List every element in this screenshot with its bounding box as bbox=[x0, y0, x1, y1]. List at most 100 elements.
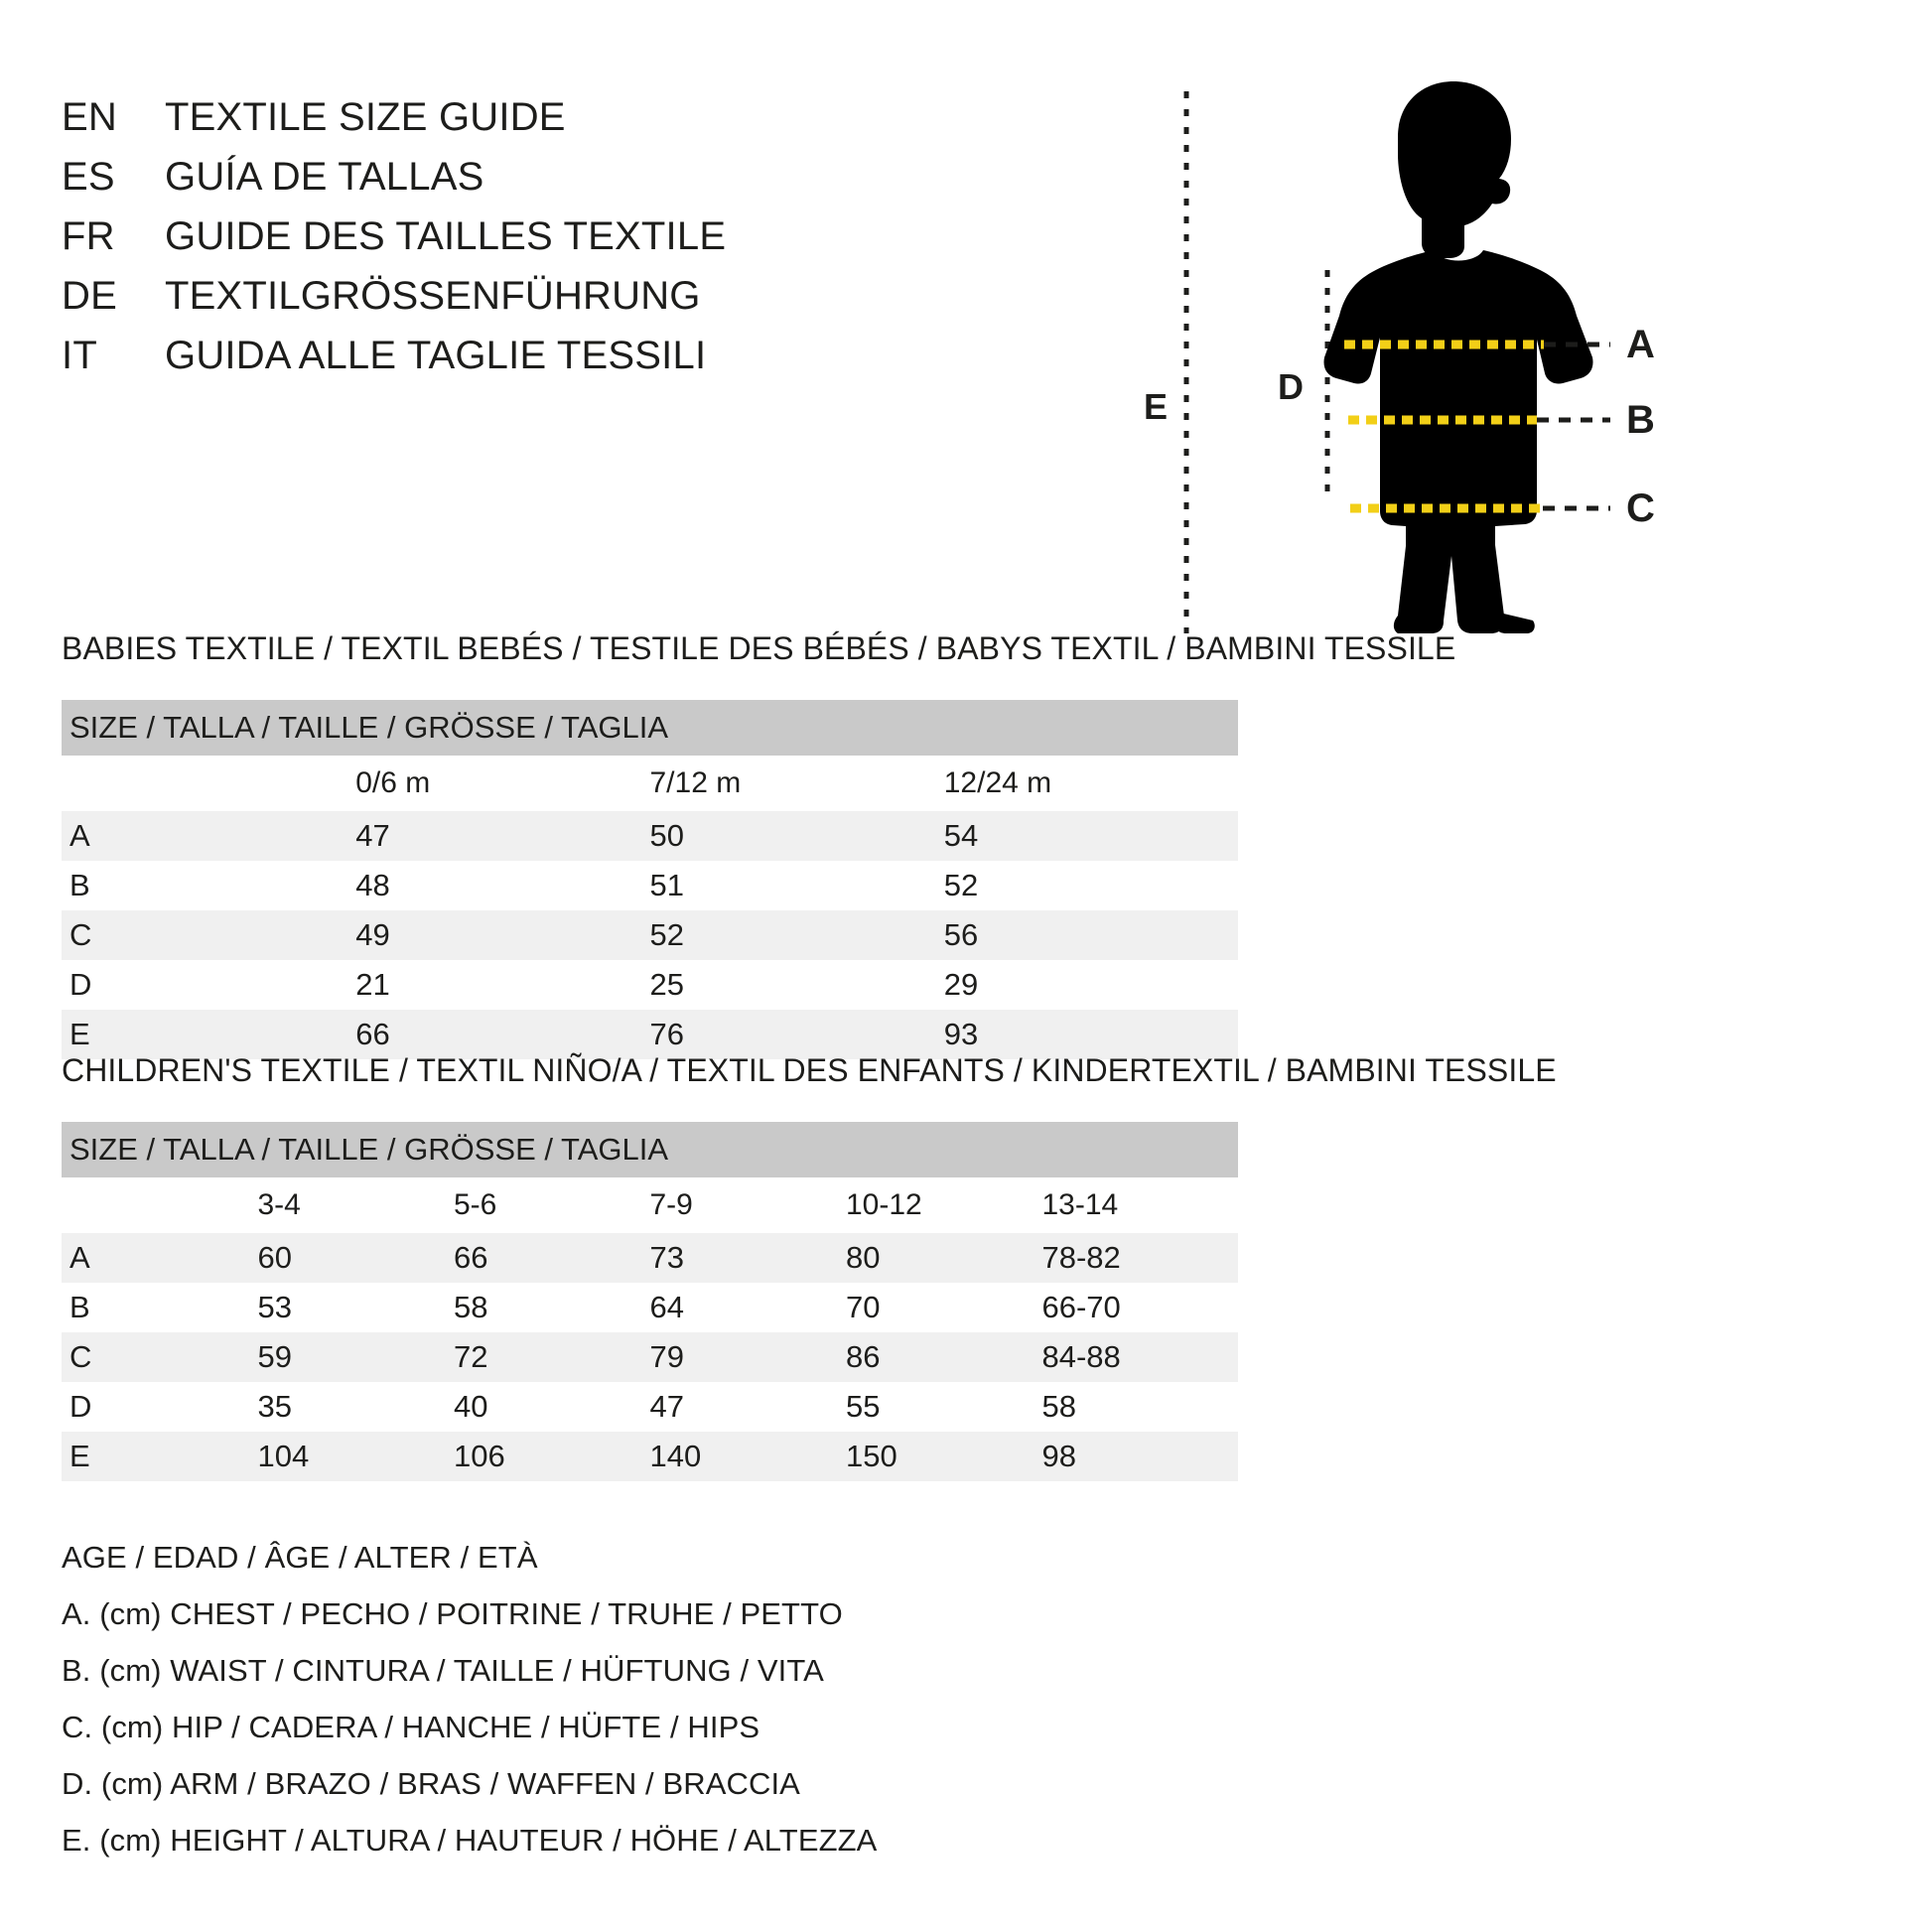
babies-size-0: 0/6 m bbox=[355, 756, 650, 811]
table-row: E 66 76 93 bbox=[62, 1010, 1238, 1059]
children-size-3: 10-12 bbox=[846, 1177, 1042, 1233]
children-size-4: 13-14 bbox=[1041, 1177, 1238, 1233]
title-row-it: IT GUIDA ALLE TAGLIE TESSILI bbox=[62, 334, 955, 393]
children-a-0: 60 bbox=[257, 1233, 454, 1283]
legend-line-e-height: E. (cm) HEIGHT / ALTURA / HAUTEUR / HÖHE… bbox=[62, 1823, 878, 1858]
children-row-label-b: B bbox=[62, 1283, 258, 1332]
babies-a-1: 50 bbox=[649, 811, 944, 861]
legend-line-age: AGE / EDAD / ÂGE / ALTER / ETÀ bbox=[62, 1540, 538, 1575]
babies-c-1: 52 bbox=[649, 910, 944, 960]
babies-c-2: 56 bbox=[943, 910, 1238, 960]
children-row-label-a: A bbox=[62, 1233, 258, 1283]
babies-a-0: 47 bbox=[355, 811, 650, 861]
table-row: B 53 58 64 70 66-70 bbox=[62, 1283, 1238, 1332]
figure-label-d: D bbox=[1278, 366, 1304, 407]
babies-row-label-e: E bbox=[62, 1010, 356, 1059]
child-silhouette-icon bbox=[1323, 81, 1593, 633]
children-row-label-d: D bbox=[62, 1382, 258, 1432]
figure-label-b: B bbox=[1626, 398, 1655, 442]
children-sizes-row: 3-4 5-6 7-9 10-12 13-14 bbox=[62, 1177, 1238, 1233]
children-e-0: 104 bbox=[257, 1432, 454, 1481]
children-band-header-label: SIZE / TALLA / TAILLE / GRÖSSE / TAGLIA bbox=[62, 1122, 1238, 1177]
title-row-en: EN TEXTILE SIZE GUIDE bbox=[62, 95, 955, 155]
legend-line-d-arm: D. (cm) ARM / BRAZO / BRAS / WAFFEN / BR… bbox=[62, 1766, 800, 1801]
children-c-3: 86 bbox=[846, 1332, 1042, 1382]
babies-a-2: 54 bbox=[943, 811, 1238, 861]
babies-row-label-a: A bbox=[62, 811, 356, 861]
children-b-3: 70 bbox=[846, 1283, 1042, 1332]
babies-sizes-row: 0/6 m 7/12 m 12/24 m bbox=[62, 756, 1238, 811]
children-row-label-c: C bbox=[62, 1332, 258, 1382]
babies-band-header-label: SIZE / TALLA / TAILLE / GRÖSSE / TAGLIA bbox=[62, 700, 1238, 756]
table-row: B 48 51 52 bbox=[62, 861, 1238, 910]
title-row-fr: FR GUIDE DES TAILLES TEXTILE bbox=[62, 214, 955, 274]
legend-line-c-hip: C. (cm) HIP / CADERA / HANCHE / HÜFTE / … bbox=[62, 1710, 760, 1744]
children-row-label-e: E bbox=[62, 1432, 258, 1481]
title-lang-en: EN bbox=[62, 95, 117, 139]
babies-row-label-c: C bbox=[62, 910, 356, 960]
children-d-4: 58 bbox=[1041, 1382, 1238, 1432]
figure-label-e: E bbox=[1144, 386, 1168, 427]
title-row-de: DE TEXTILGRÖSSENFÜHRUNG bbox=[62, 274, 955, 334]
babies-d-0: 21 bbox=[355, 960, 650, 1010]
title-text-en: TEXTILE SIZE GUIDE bbox=[165, 95, 566, 139]
children-d-3: 55 bbox=[846, 1382, 1042, 1432]
babies-d-1: 25 bbox=[649, 960, 944, 1010]
children-a-4: 78-82 bbox=[1041, 1233, 1238, 1283]
babies-size-1: 7/12 m bbox=[649, 756, 944, 811]
title-block: EN TEXTILE SIZE GUIDE ES GUÍA DE TALLAS … bbox=[62, 95, 955, 393]
babies-sizes-row-blank bbox=[62, 756, 356, 811]
title-lang-fr: FR bbox=[62, 214, 115, 258]
babies-b-2: 52 bbox=[943, 861, 1238, 910]
children-a-1: 66 bbox=[454, 1233, 650, 1283]
legend-line-b-waist: B. (cm) WAIST / CINTURA / TAILLE / HÜFTU… bbox=[62, 1653, 824, 1688]
figure-label-a: A bbox=[1626, 323, 1655, 366]
children-b-2: 64 bbox=[649, 1283, 846, 1332]
title-text-de: TEXTILGRÖSSENFÜHRUNG bbox=[165, 274, 701, 318]
babies-e-0: 66 bbox=[355, 1010, 650, 1059]
children-d-1: 40 bbox=[454, 1382, 650, 1432]
title-text-fr: GUIDE DES TAILLES TEXTILE bbox=[165, 214, 727, 258]
title-lang-it: IT bbox=[62, 334, 97, 377]
children-e-2: 140 bbox=[649, 1432, 846, 1481]
babies-row-label-d: D bbox=[62, 960, 356, 1010]
figure-label-c: C bbox=[1626, 486, 1655, 530]
table-row: A 47 50 54 bbox=[62, 811, 1238, 861]
children-sizes-row-blank bbox=[62, 1177, 258, 1233]
babies-band-header-row: SIZE / TALLA / TAILLE / GRÖSSE / TAGLIA bbox=[62, 700, 1238, 756]
children-b-4: 66-70 bbox=[1041, 1283, 1238, 1332]
children-d-0: 35 bbox=[257, 1382, 454, 1432]
children-b-0: 53 bbox=[257, 1283, 454, 1332]
table-row: D 35 40 47 55 58 bbox=[62, 1382, 1238, 1432]
title-text-it: GUIDA ALLE TAGLIE TESSILI bbox=[165, 334, 707, 377]
table-row: E 104 106 140 150 98 bbox=[62, 1432, 1238, 1481]
children-b-1: 58 bbox=[454, 1283, 650, 1332]
children-size-1: 5-6 bbox=[454, 1177, 650, 1233]
children-a-2: 73 bbox=[649, 1233, 846, 1283]
children-c-1: 72 bbox=[454, 1332, 650, 1382]
legend-line-a-chest: A. (cm) CHEST / PECHO / POITRINE / TRUHE… bbox=[62, 1596, 843, 1631]
children-d-2: 47 bbox=[649, 1382, 846, 1432]
babies-size-table: SIZE / TALLA / TAILLE / GRÖSSE / TAGLIA … bbox=[62, 700, 1238, 1059]
babies-d-2: 29 bbox=[943, 960, 1238, 1010]
children-e-4: 98 bbox=[1041, 1432, 1238, 1481]
children-a-3: 80 bbox=[846, 1233, 1042, 1283]
babies-b-0: 48 bbox=[355, 861, 650, 910]
babies-row-label-b: B bbox=[62, 861, 356, 910]
measurement-figure-diagram: A B C D E bbox=[1142, 60, 1916, 655]
babies-b-1: 51 bbox=[649, 861, 944, 910]
title-row-es: ES GUÍA DE TALLAS bbox=[62, 155, 955, 214]
children-e-1: 106 bbox=[454, 1432, 650, 1481]
children-size-table: SIZE / TALLA / TAILLE / GRÖSSE / TAGLIA … bbox=[62, 1122, 1238, 1481]
children-c-0: 59 bbox=[257, 1332, 454, 1382]
children-c-4: 84-88 bbox=[1041, 1332, 1238, 1382]
children-e-3: 150 bbox=[846, 1432, 1042, 1481]
table-row: D 21 25 29 bbox=[62, 960, 1238, 1010]
children-size-0: 3-4 bbox=[257, 1177, 454, 1233]
babies-size-2: 12/24 m bbox=[943, 756, 1238, 811]
table-row: C 49 52 56 bbox=[62, 910, 1238, 960]
table-row: A 60 66 73 80 78-82 bbox=[62, 1233, 1238, 1283]
title-text-es: GUÍA DE TALLAS bbox=[165, 155, 484, 199]
title-lang-es: ES bbox=[62, 155, 115, 199]
babies-section-title: BABIES TEXTILE / TEXTIL BEBÉS / TESTILE … bbox=[62, 630, 1456, 666]
